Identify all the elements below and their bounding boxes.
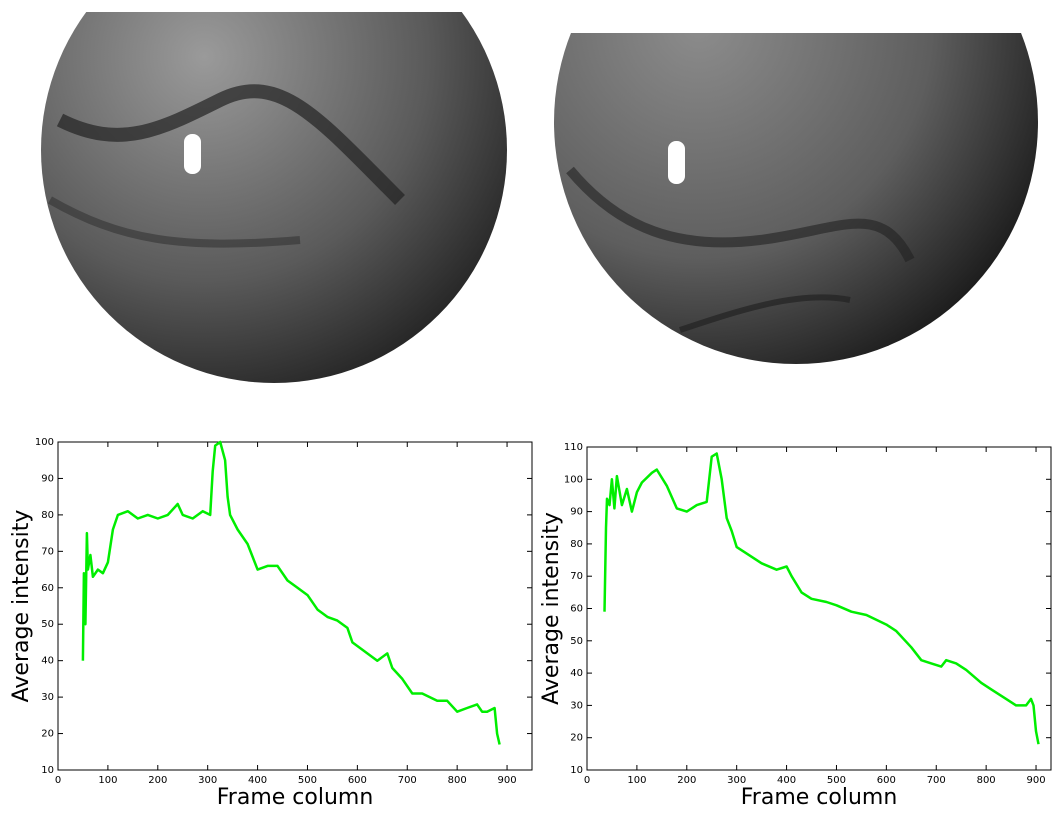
x-tick-label: 800 [977, 775, 996, 786]
y-tick-label: 50 [41, 619, 54, 630]
x-tick-label: 900 [498, 775, 517, 786]
plot-frame [57, 441, 533, 771]
y-axis-label: Average intensity [539, 512, 564, 705]
y-tick-label: 80 [570, 539, 583, 550]
x-tick-label: 700 [398, 775, 417, 786]
y-tick-label: 80 [41, 510, 54, 521]
x-tick-label: 500 [827, 775, 846, 786]
x-tick-label: 500 [298, 775, 317, 786]
x-axis-label: Frame column [741, 785, 898, 810]
y-tick-label: 20 [570, 733, 583, 744]
endoscopy-image-left [41, 12, 507, 383]
y-tick-label: 60 [570, 604, 583, 615]
x-tick-label: 0 [584, 775, 590, 786]
y-tick-label: 40 [41, 656, 54, 667]
y-tick-label: 100 [564, 474, 583, 485]
y-tick-label: 50 [570, 636, 583, 647]
x-tick-label: 400 [248, 775, 267, 786]
endoscopy-image-right [554, 33, 1038, 364]
y-tick-label: 110 [564, 442, 583, 453]
y-tick-label: 90 [570, 507, 583, 518]
y-tick-label: 60 [41, 583, 54, 594]
x-tick-label: 100 [627, 775, 646, 786]
y-tick-label: 90 [41, 473, 54, 484]
y-tick-label: 100 [35, 437, 54, 448]
y-tick-label: 70 [41, 546, 54, 557]
x-tick-label: 400 [777, 775, 796, 786]
y-axis-label: Average intensity [9, 510, 34, 703]
x-tick-label: 200 [677, 775, 696, 786]
data-line [603, 452, 1040, 745]
y-tick-label: 30 [570, 700, 583, 711]
y-tick-label: 10 [570, 765, 583, 776]
x-tick-label: 100 [98, 775, 117, 786]
y-tick-label: 40 [570, 668, 583, 679]
x-tick-label: 300 [198, 775, 217, 786]
x-tick-label: 0 [55, 775, 61, 786]
x-tick-label: 600 [348, 775, 367, 786]
y-tick-label: 10 [41, 765, 54, 776]
x-tick-label: 800 [448, 775, 467, 786]
x-tick-label: 300 [727, 775, 746, 786]
x-tick-label: 700 [927, 775, 946, 786]
y-tick-label: 20 [41, 729, 54, 740]
plot-frame [586, 446, 1052, 771]
y-tick-label: 30 [41, 692, 54, 703]
data-line [81, 440, 501, 745]
x-axis-label: Frame column [217, 785, 374, 810]
x-tick-label: 200 [148, 775, 167, 786]
x-tick-label: 900 [1026, 775, 1045, 786]
y-tick-label: 70 [570, 571, 583, 582]
x-tick-label: 600 [877, 775, 896, 786]
